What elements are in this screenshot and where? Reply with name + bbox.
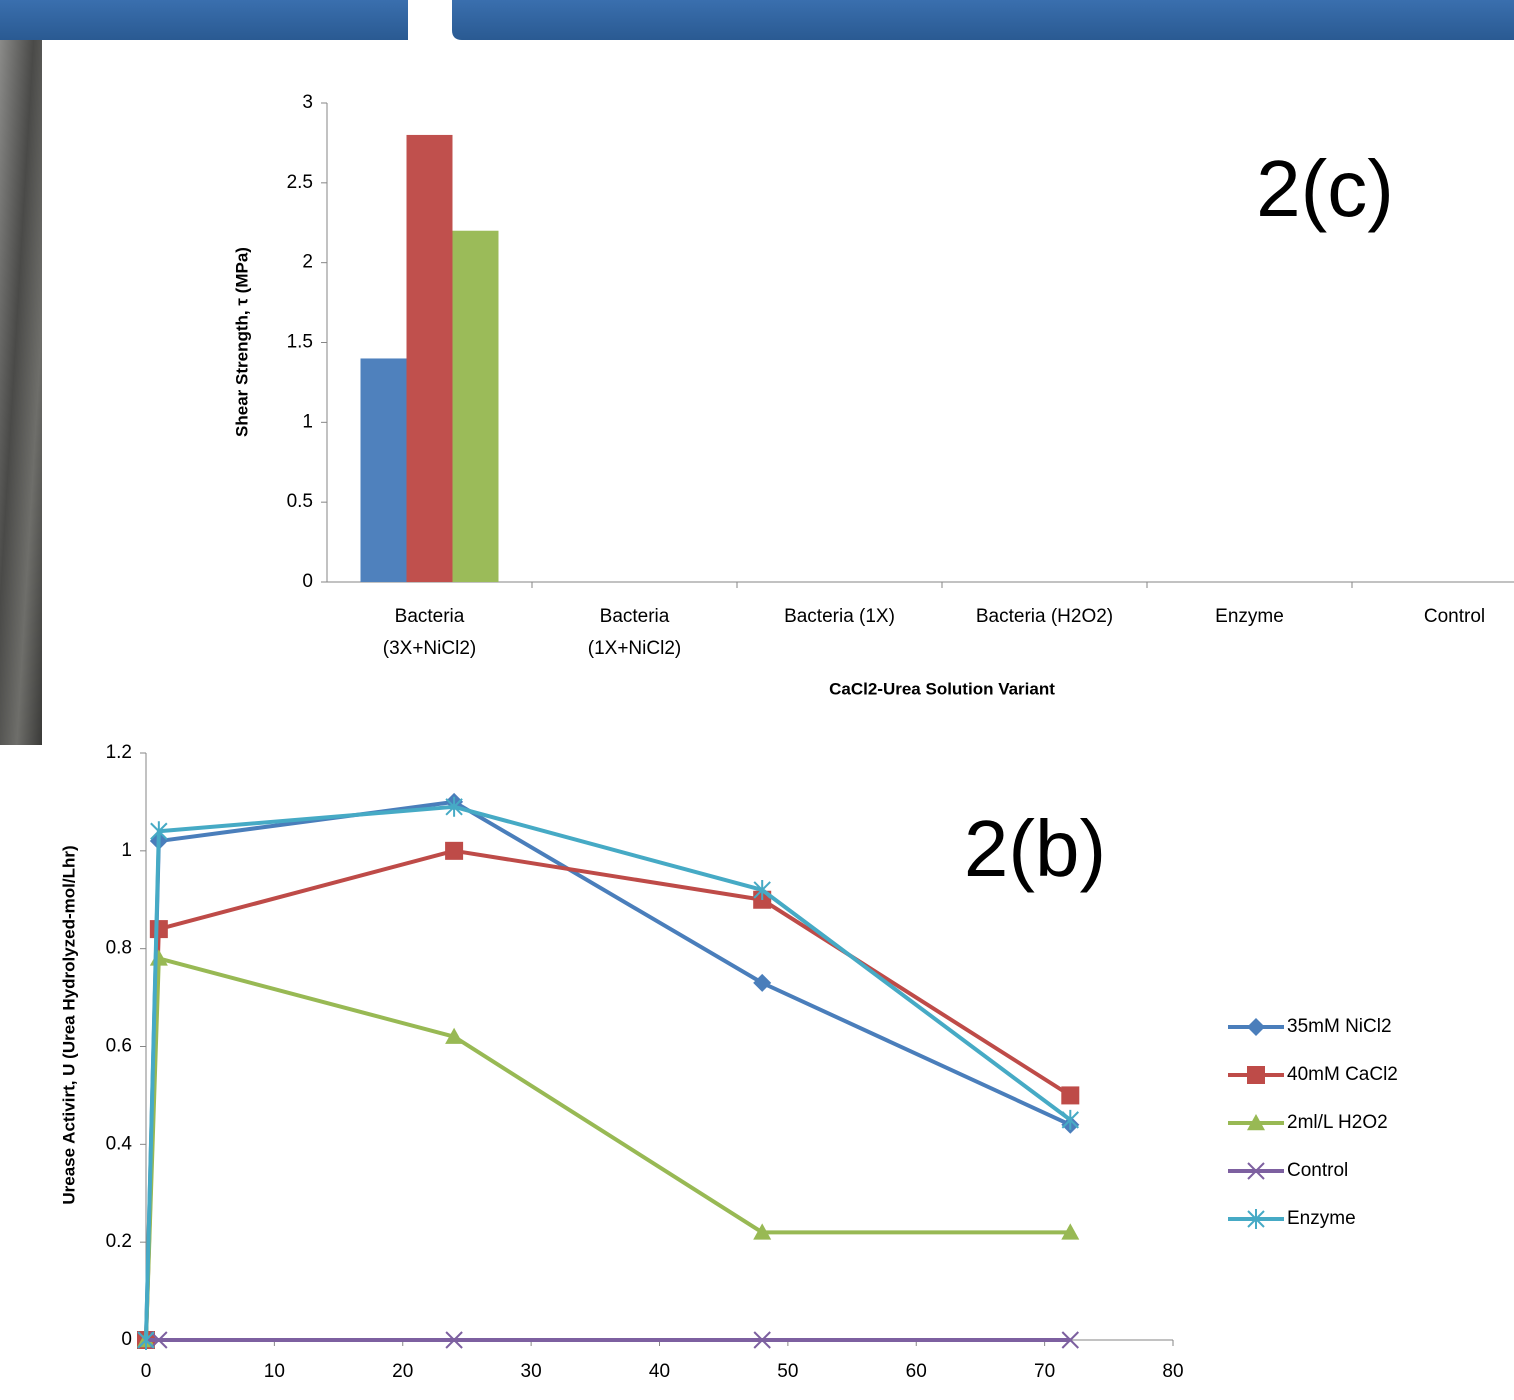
y-tick-label: 2.5 [287, 172, 313, 193]
x-tick-label: 40 [649, 1361, 670, 1382]
x-tick-label: Control [1424, 606, 1485, 627]
banner-right [452, 0, 1514, 40]
y-tick-label: 1.5 [287, 332, 313, 353]
x-tick-label: 70 [1034, 1361, 1055, 1382]
x-tick-label: 60 [906, 1361, 927, 1382]
y-tick-label: 1 [302, 411, 313, 432]
y-axis-label: Urease Activirt, U (Urea Hydrolyzed-mol/… [59, 845, 78, 1204]
y-tick-label: 0 [302, 571, 313, 592]
x-tick-label: 80 [1162, 1361, 1183, 1382]
y-tick-label: 3 [302, 92, 313, 113]
x-tick-label: 50 [777, 1361, 798, 1382]
legend-label: 40mM CaCl2 [1287, 1064, 1398, 1085]
y-tick-label: 1 [121, 840, 132, 861]
x-tick-label: Bacteria (H2O2) [976, 606, 1113, 627]
marker [1247, 1066, 1265, 1084]
x-tick-label: 10 [264, 1361, 285, 1382]
x-tick-label: 20 [392, 1361, 413, 1382]
y-tick-label: 0.6 [106, 1036, 132, 1057]
y-tick-label: 0.4 [106, 1133, 133, 1154]
bar [361, 358, 407, 582]
x-tick-label: Bacteria(1X+NiCl2) [588, 606, 681, 659]
marker [150, 920, 168, 938]
annotation: 2(c) [1256, 144, 1394, 233]
series-line [146, 802, 1070, 1340]
banner-left [0, 0, 408, 40]
x-tick-label: 0 [141, 1361, 152, 1382]
marker [150, 949, 168, 965]
legend-label: 2ml/L H2O2 [1287, 1112, 1388, 1133]
y-axis-label: Shear Strength, τ (MPa) [232, 247, 251, 437]
legend-label: Control [1287, 1160, 1348, 1181]
bar [407, 135, 453, 582]
y-tick-label: 0.5 [287, 491, 313, 512]
x-tick-label: Enzyme [1215, 606, 1284, 627]
marker [445, 842, 463, 860]
x-tick-label: Bacteria(3X+NiCl2) [383, 606, 476, 659]
marker [1061, 1086, 1079, 1104]
x-tick-label: 30 [521, 1361, 542, 1382]
x-tick-label: Bacteria (1X) [784, 606, 895, 627]
bar [453, 231, 499, 582]
annotation: 2(b) [964, 804, 1106, 893]
slide: 0 0.5 1 1.5 2 2.5 3 Bacteria(3X+NiCl2) Bacteria(… [0, 0, 1514, 1400]
series-line [146, 851, 1070, 1340]
y-tick-label: 1.2 [106, 742, 132, 763]
marker [1247, 1018, 1265, 1036]
photo-strip [0, 40, 42, 745]
marker [753, 974, 771, 992]
y-tick-label: 2 [302, 252, 313, 273]
legend-label: 35mM NiCl2 [1287, 1016, 1392, 1037]
marker [1062, 1110, 1078, 1130]
legend-label: Enzyme [1287, 1208, 1356, 1229]
series-line [146, 807, 1070, 1340]
page: 0 0.5 1 1.5 2 2.5 3 Bacteria(3X+NiCl2) Bacteria(… [0, 0, 1514, 1400]
y-tick-label: 0.2 [106, 1231, 132, 1252]
x-axis-label: CaCl2-Urea Solution Variant [829, 679, 1055, 698]
y-tick-label: 0 [121, 1329, 132, 1350]
y-tick-label: 0.8 [106, 938, 132, 959]
